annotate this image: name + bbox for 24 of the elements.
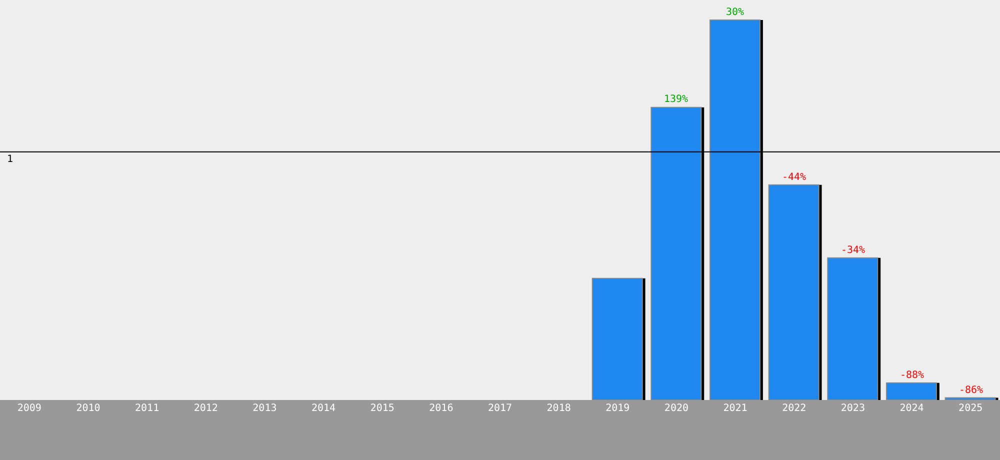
x-tick-label: 2016 [429,403,454,414]
annotation: -86% [959,385,984,396]
x-tick-label: 2012 [194,403,218,414]
x-tick-label: 2019 [606,403,630,414]
x-tick-label: 2020 [664,403,689,414]
annotation: -44% [782,172,806,183]
x-tick-label: 2014 [311,403,336,414]
x-tick-label: 2009 [17,403,42,414]
annotation: -34% [841,245,866,256]
x-tick-label: 2010 [76,403,100,414]
x-tick-label: 2022 [782,403,806,414]
annotation: -88% [900,370,924,381]
x-tick-label: 2025 [958,403,983,414]
x-tick-label: 2021 [723,403,748,414]
annotation: 139% [664,94,688,105]
x-tick-label: 2015 [370,403,394,414]
x-tick-label: 2024 [900,403,924,414]
x-tick-label: 2023 [840,403,865,414]
x-tick-label: 2017 [488,403,512,414]
x-tick-label: 2013 [252,403,277,414]
x-tick-label: 2018 [546,403,571,414]
annotation: 30% [726,7,744,18]
x-tick-label: 2011 [135,403,160,414]
ref-line-label: 1 [7,154,14,165]
